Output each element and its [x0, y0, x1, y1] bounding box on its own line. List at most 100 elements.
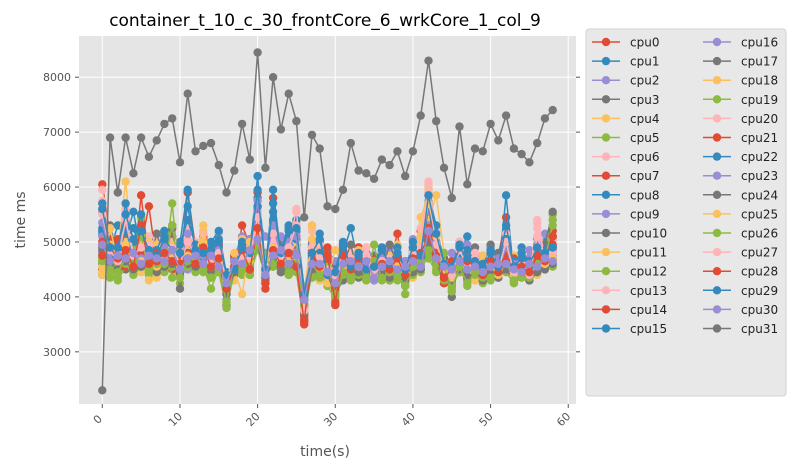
data-point-cpu29 [408, 243, 418, 252]
data-point-cpu28 [253, 224, 262, 233]
data-point-cpu26 [486, 273, 495, 282]
data-point-cpu31 [540, 114, 550, 123]
data-point-cpu30 [261, 270, 270, 280]
data-point-cpu30 [105, 257, 115, 266]
y-tick-label: 7000 [43, 126, 71, 139]
data-point-cpu6 [98, 185, 107, 194]
legend-label: cpu8 [630, 188, 659, 202]
data-point-cpu31 [470, 144, 480, 153]
legend-label: cpu15 [630, 322, 667, 336]
data-point-cpu28 [191, 259, 200, 269]
legend-label: cpu27 [741, 246, 778, 260]
data-point-cpu26 [401, 281, 410, 291]
data-point-cpu27 [300, 306, 309, 315]
legend-item-cpu8: cpu8 [592, 188, 659, 202]
y-tick-label: 4000 [43, 291, 71, 304]
data-point-cpu29 [455, 243, 464, 252]
data-point-cpu12 [113, 276, 123, 285]
legend-swatch-marker [712, 37, 722, 47]
data-point-cpu28 [206, 262, 216, 271]
y-tick-label: 8000 [43, 71, 71, 84]
data-point-cpu28 [276, 259, 286, 269]
legend-label: cpu4 [630, 112, 659, 126]
legend-label: cpu22 [741, 150, 778, 164]
legend-item-cpu21: cpu21 [703, 131, 778, 145]
data-point-cpu25 [307, 235, 317, 244]
legend-swatch-marker [712, 209, 722, 219]
x-tick-label: 50 [477, 410, 496, 429]
data-point-cpu30 [338, 259, 348, 269]
legend-label: cpu14 [630, 303, 667, 317]
legend-label: cpu24 [741, 188, 778, 202]
legend-label: cpu30 [741, 303, 778, 317]
data-point-cpu31 [300, 213, 309, 222]
data-point-cpu30 [144, 251, 154, 260]
data-point-cpu26 [362, 273, 371, 282]
legend-item-cpu26: cpu26 [703, 227, 778, 241]
data-point-cpu31 [401, 171, 410, 181]
legend-item-cpu9: cpu9 [592, 207, 659, 221]
data-point-cpu28 [284, 248, 293, 258]
legend-label: cpu13 [630, 284, 667, 298]
data-point-cpu31 [160, 119, 169, 129]
data-point-cpu30 [346, 257, 355, 266]
data-point-cpu28 [261, 279, 270, 288]
data-point-cpu28 [245, 265, 254, 274]
legend-item-cpu11: cpu11 [592, 246, 667, 260]
chart-title: container_t_10_c_30_frontCore_6_wrkCore_… [109, 11, 541, 31]
legend-swatch-marker [712, 228, 722, 238]
data-point-cpu30 [439, 262, 449, 271]
data-point-cpu30 [276, 246, 286, 255]
data-point-cpu15 [121, 199, 130, 208]
data-point-cpu31 [199, 141, 208, 151]
plot-area [79, 36, 576, 404]
legend-item-cpu4: cpu4 [592, 112, 659, 126]
legend-swatch-marker [712, 324, 722, 333]
x-tick-label: 10 [166, 410, 185, 429]
data-point-cpu31 [268, 73, 278, 82]
legend-label: cpu2 [630, 74, 659, 88]
data-point-cpu31 [338, 185, 348, 194]
data-point-cpu26 [377, 273, 387, 282]
data-point-cpu31 [463, 180, 472, 189]
data-point-cpu31 [393, 147, 402, 156]
data-point-cpu30 [121, 254, 130, 263]
legend-swatch-marker [712, 152, 722, 161]
axes: 0 10 20 30 40 50 60 3000 4000 5000 6000 7000 8000 [43, 71, 580, 429]
data-point-cpu31 [183, 89, 192, 98]
data-point-cpu20 [292, 204, 301, 214]
legend-label: cpu28 [741, 265, 778, 279]
data-point-cpu29 [268, 199, 278, 208]
data-point-cpu30 [548, 257, 557, 266]
data-point-cpu30 [408, 257, 418, 266]
data-point-cpu2 [525, 246, 534, 255]
legend-swatch-marker [712, 190, 722, 199]
data-point-cpu26 [222, 298, 231, 307]
data-point-cpu31 [206, 138, 216, 148]
data-point-cpu28 [548, 232, 557, 241]
data-point-cpu30 [486, 262, 495, 271]
legend-label: cpu6 [630, 150, 659, 164]
data-point-cpu2 [447, 248, 456, 258]
data-point-cpu29 [284, 226, 293, 236]
data-point-cpu31 [105, 133, 115, 142]
data-point-cpu19 [105, 273, 115, 282]
data-point-cpu27 [533, 232, 542, 241]
x-axis-label: time(s) [300, 444, 350, 460]
legend-item-cpu24: cpu24 [703, 188, 778, 202]
data-point-cpu26 [206, 273, 216, 282]
x-tick-label: 30 [321, 410, 340, 429]
legend-swatch-marker [601, 95, 611, 104]
data-point-cpu5 [168, 199, 177, 208]
legend-swatch-marker [601, 324, 611, 333]
data-point-cpu26 [105, 265, 115, 274]
data-point-cpu31 [331, 204, 340, 214]
data-point-cpu31 [191, 147, 200, 156]
data-point-cpu31 [307, 130, 317, 140]
data-point-cpu30 [447, 265, 456, 274]
data-point-cpu31 [501, 111, 511, 120]
legend-swatch-marker [601, 37, 611, 47]
data-point-cpu26 [548, 221, 557, 230]
data-point-cpu28 [525, 268, 534, 277]
data-point-cpu1 [129, 207, 138, 216]
